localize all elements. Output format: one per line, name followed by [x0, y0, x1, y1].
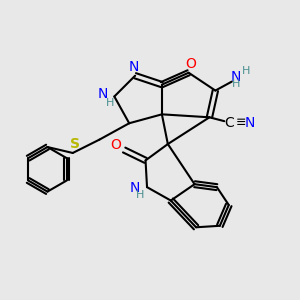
- Text: N: N: [98, 87, 108, 101]
- Text: N: N: [231, 70, 242, 84]
- Text: ≡: ≡: [236, 116, 247, 129]
- Text: N: N: [245, 116, 255, 130]
- Text: N: N: [128, 60, 139, 74]
- Text: S: S: [70, 137, 80, 151]
- Text: H: H: [136, 190, 145, 200]
- Text: H: H: [232, 79, 240, 89]
- Text: C: C: [224, 116, 234, 130]
- Text: O: O: [110, 138, 121, 152]
- Text: H: H: [106, 98, 114, 108]
- Text: N: N: [129, 181, 140, 195]
- Text: O: O: [186, 57, 196, 71]
- Text: H: H: [242, 66, 250, 76]
